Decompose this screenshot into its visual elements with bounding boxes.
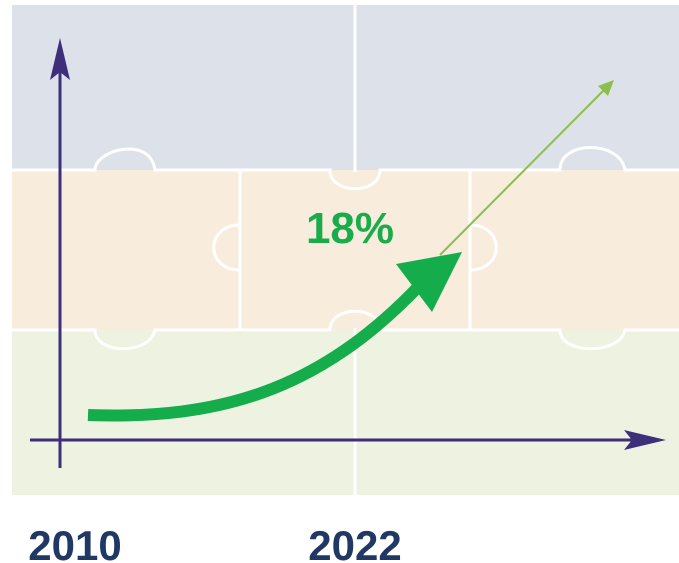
illustration: 18% 2010 2022 [0,0,679,563]
x-label: 2010 [28,522,121,563]
growth-label: 18% [306,204,394,253]
page: {"annotation": "18%", "x_labels": ["2010… [0,0,679,563]
x-label: 2022 [308,522,401,563]
